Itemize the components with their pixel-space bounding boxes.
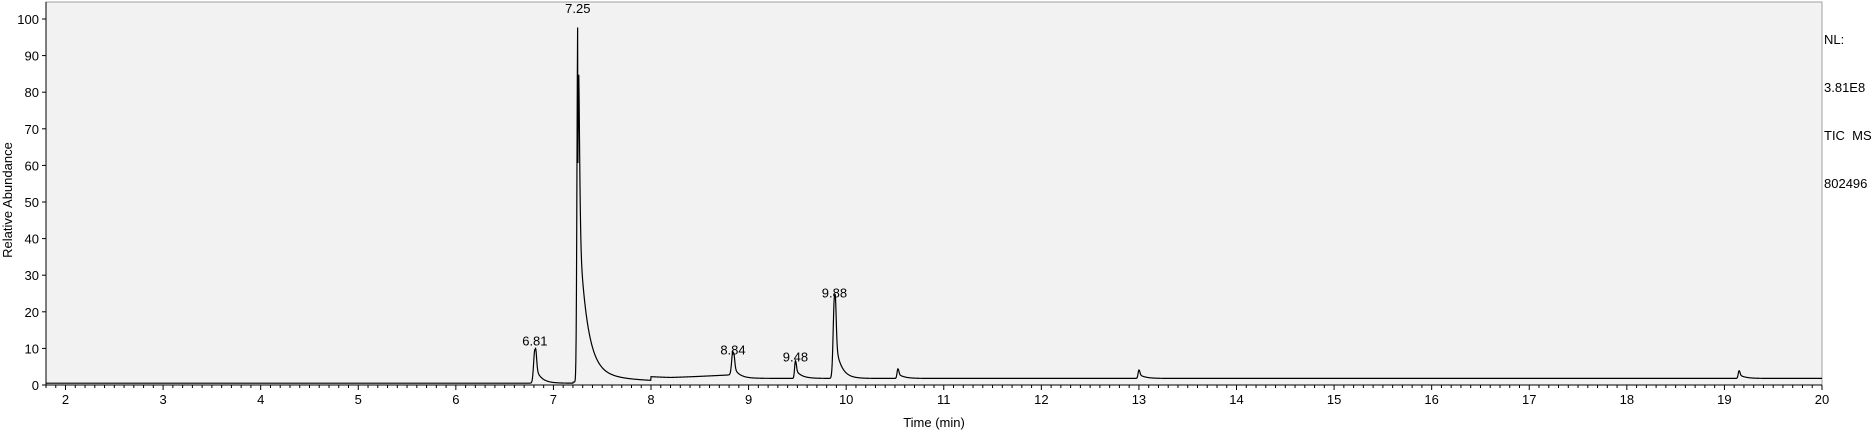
x-axis-label: Time (min) [903, 415, 965, 430]
peak-labels: 6.81 7.25 8.84 9.48 9.88 [522, 1, 847, 364]
x-tick-label: 19 [1717, 392, 1731, 407]
x-tick-label: 13 [1132, 392, 1146, 407]
x-tick-label: 7 [550, 392, 557, 407]
x-tick-label: 18 [1620, 392, 1634, 407]
y-tick-label: 90 [25, 49, 39, 64]
x-tick-label: 10 [839, 392, 853, 407]
y-tick-label: 50 [25, 195, 39, 210]
peak-label: 9.88 [822, 285, 847, 300]
x-tick-label: 16 [1424, 392, 1438, 407]
x-tick-label: 9 [745, 392, 752, 407]
x-tick-label: 2 [62, 392, 69, 407]
peak-label: 8.84 [720, 342, 745, 357]
x-tick-label: 14 [1229, 392, 1243, 407]
x-tick-label: 3 [159, 392, 166, 407]
y-tick-label: 10 [25, 341, 39, 356]
tic-trace-line [46, 27, 1822, 384]
nl-label: NL: [1824, 32, 1845, 47]
x-tick-label: 4 [257, 392, 264, 407]
peak-label: 7.25 [565, 1, 590, 16]
nl-value: 3.81E8 [1824, 80, 1866, 95]
plot-background [45, 1, 1823, 386]
x-tick-label: 20 [1815, 392, 1829, 407]
peak-label: 9.48 [783, 349, 808, 364]
x-tick-label: 11 [937, 392, 951, 407]
x-tick-label: 8 [647, 392, 654, 407]
y-axis-label: Relative Abundance [0, 142, 15, 258]
x-tick-label: 12 [1034, 392, 1048, 407]
x-tick-label: 17 [1522, 392, 1536, 407]
y-tick-label: 20 [25, 305, 39, 320]
trace-type: TIC MS [1824, 128, 1872, 143]
y-axis-ticks: 0 10 20 30 40 50 60 70 80 90 100 [17, 12, 46, 393]
y-tick-label: 70 [25, 122, 39, 137]
y-tick-label: 100 [17, 12, 39, 27]
y-tick-label: 0 [32, 378, 39, 393]
peak-label: 6.81 [522, 333, 547, 348]
x-tick-label: 15 [1327, 392, 1341, 407]
y-tick-label: 60 [25, 158, 39, 173]
y-tick-label: 40 [25, 232, 39, 247]
x-axis-ticks: 2 3 4 5 6 7 8 9 10 11 12 13 14 15 16 17 18 19 20 [45, 385, 1829, 407]
x-tick-label: 6 [452, 392, 459, 407]
y-tick-label: 80 [25, 85, 39, 100]
normalization-info: NL: 3.81E8 TIC MS 802496 [1824, 0, 1872, 208]
sample-id: 802496 [1824, 176, 1868, 191]
x-tick-label: 5 [355, 392, 362, 407]
y-tick-label: 30 [25, 268, 39, 283]
